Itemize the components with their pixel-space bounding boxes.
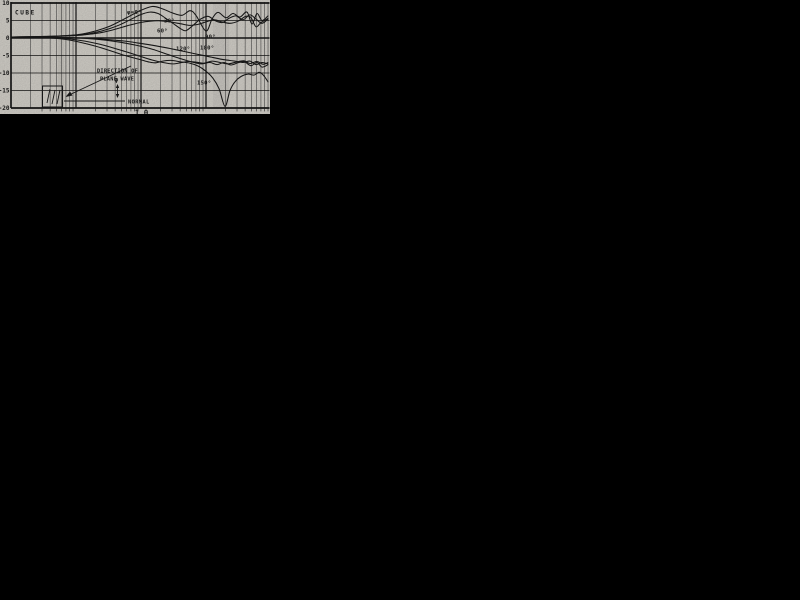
paper-grain-overlay [0,0,270,114]
diffraction-chart-figure: 1050-5-10-15-201.0CUBEφ=0°30°60°90°180°1… [0,0,270,114]
chart-svg: 1050-5-10-15-201.0CUBEφ=0°30°60°90°180°1… [0,0,270,114]
